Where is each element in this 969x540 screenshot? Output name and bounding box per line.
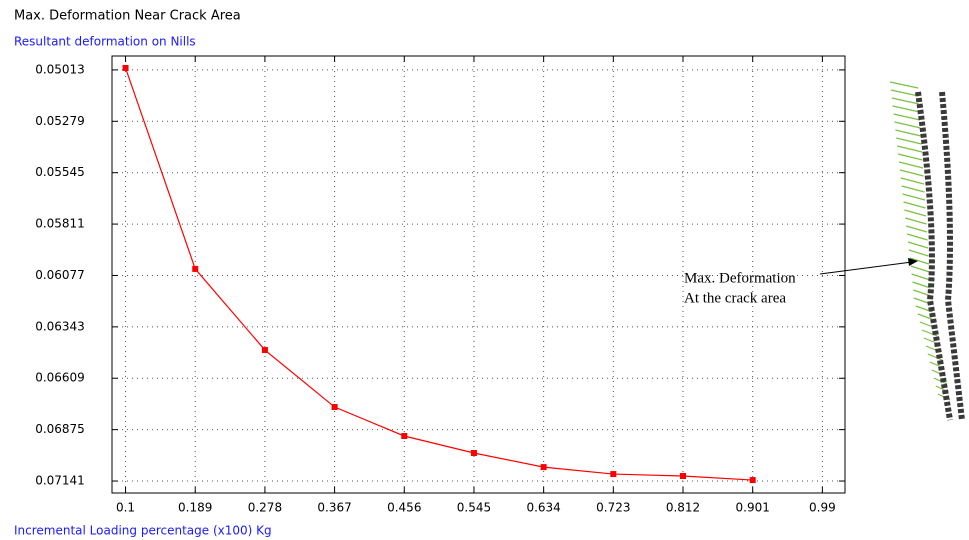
y-tick-label: 0.06609 [35, 371, 85, 385]
annotation-arrow [820, 262, 912, 274]
data-point [262, 347, 268, 353]
x-tick-label: 0.812 [666, 501, 700, 515]
data-point [332, 404, 338, 410]
y-tick-label: 0.05545 [35, 165, 85, 179]
y-tick-label: 0.06077 [35, 268, 85, 282]
series-line [126, 68, 753, 480]
data-point [401, 433, 407, 439]
y-tick-label: 0.05279 [35, 114, 85, 128]
y-tick-label: 0.05811 [35, 217, 85, 231]
annotation: Max. Deformation [684, 270, 796, 286]
x-tick-label: 0.99 [809, 501, 836, 515]
x-tick-label: 0.456 [387, 501, 421, 515]
chart-title: Max. Deformation Near Crack Area [14, 9, 241, 24]
data-point [541, 464, 547, 470]
data-point [610, 471, 616, 477]
data-point [471, 450, 477, 456]
page: {"chart_data": {"type": "line", "title":… [0, 0, 969, 540]
annotation: At the crack area [684, 290, 786, 306]
data-point [750, 477, 756, 483]
chart: Max. Deformation Near Crack Area Resulta… [0, 0, 969, 540]
x-tick-label: 0.1 [116, 501, 135, 515]
model-image [890, 82, 962, 420]
x-tick-label: 0.545 [457, 501, 491, 515]
x-axis-label: Incremental Loading percentage (x100) Kg [14, 524, 272, 538]
x-tick-label: 0.367 [317, 501, 351, 515]
x-tick-label: 0.634 [526, 501, 560, 515]
x-tick-label: 0.278 [248, 501, 282, 515]
y-tick-label: 0.07141 [35, 474, 85, 488]
x-tick-label: 0.723 [596, 501, 630, 515]
data-point [192, 266, 198, 272]
x-tick-label: 0.189 [178, 501, 212, 515]
data-point [123, 65, 129, 71]
data-point [680, 473, 686, 479]
y-tick-label: 0.05013 [35, 62, 85, 76]
x-tick-label: 0.901 [736, 501, 770, 515]
y-tick-label: 0.06343 [35, 319, 85, 333]
y-tick-label: 0.06875 [35, 422, 85, 436]
chart-subtitle: Resultant deformation on Nills [14, 35, 196, 49]
